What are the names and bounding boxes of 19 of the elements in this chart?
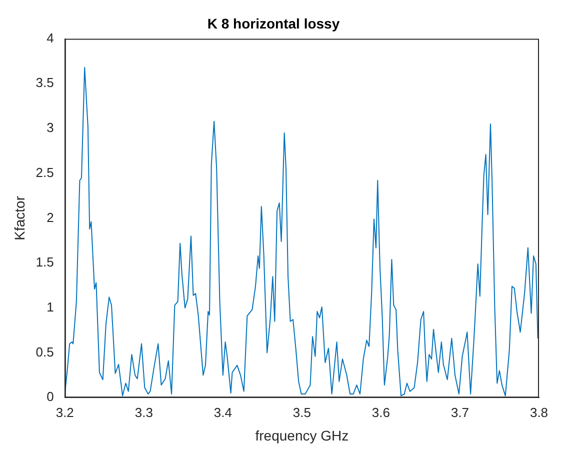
- x-tick-label: 3.6: [372, 404, 390, 420]
- y-tick-label: 2.5: [36, 164, 54, 180]
- y-axis-title: Kfactor: [11, 196, 28, 240]
- chart-title: K 8 horizontal lossy: [207, 15, 340, 32]
- y-tick-label: 0: [46, 389, 54, 404]
- y-tick-label: 2: [46, 210, 54, 225]
- y-tick-label: 1.5: [36, 254, 54, 270]
- x-tick-label: 3.2: [56, 404, 74, 420]
- x-tick-label: 3.4: [214, 404, 232, 420]
- y-tick-label: 0.5: [36, 344, 54, 360]
- y-tick-label: 1: [46, 299, 54, 314]
- x-tick-label: 3.8: [530, 404, 548, 420]
- x-axis-title: frequency GHz: [255, 427, 349, 444]
- y-tick-label: 3: [46, 120, 54, 136]
- y-tick-label: 3.5: [36, 75, 54, 90]
- y-tick-label: 4: [46, 30, 54, 46]
- x-tick-label: 3.3: [134, 404, 153, 420]
- x-tick-label: 3.7: [450, 404, 470, 420]
- x-tick-label: 3.5: [292, 404, 311, 420]
